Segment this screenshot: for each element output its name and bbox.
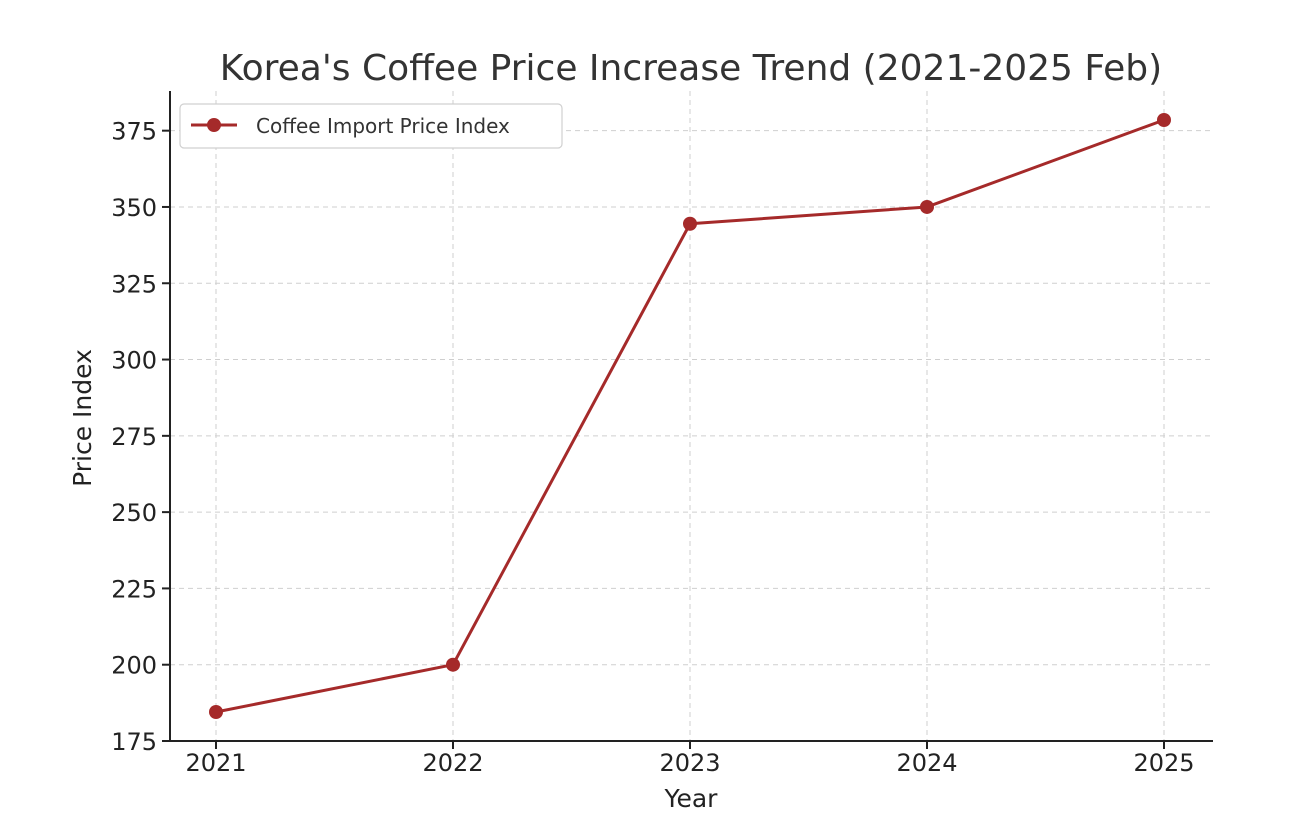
- data-point: [209, 705, 223, 720]
- y-tick-label: 300: [111, 347, 157, 375]
- y-tick-label: 375: [111, 118, 157, 146]
- y-tick-label: 350: [111, 194, 157, 222]
- axis-ticks: 175 200 225 250 275 300 325 350 375 2021 2022 2023 2…: [111, 118, 1194, 777]
- y-tick-label: 175: [111, 728, 157, 756]
- legend-series-label: Coffee Import Price Index: [256, 114, 510, 138]
- grid-lines: [170, 91, 1213, 742]
- y-tick-label: 200: [111, 652, 157, 680]
- x-tick-label: 2025: [1133, 749, 1194, 777]
- y-tick-label: 225: [111, 575, 157, 603]
- y-tick-label: 250: [111, 499, 157, 527]
- x-axis-title: Year: [664, 784, 719, 813]
- legend: Coffee Import Price Index: [179, 103, 563, 149]
- legend-series-marker: [207, 118, 221, 132]
- y-tick-label: 325: [111, 270, 157, 298]
- chart-title: Korea's Coffee Price Increase Trend (202…: [220, 48, 1162, 89]
- x-tick-label: 2024: [896, 749, 957, 777]
- data-point: [920, 199, 934, 214]
- x-tick-label: 2021: [185, 749, 246, 777]
- x-tick-label: 2023: [659, 749, 720, 777]
- series-layer: [209, 112, 1171, 720]
- legend-box: [179, 103, 563, 149]
- x-tick-label: 2022: [422, 749, 483, 777]
- data-point: [1157, 112, 1171, 127]
- data-point: [446, 657, 460, 672]
- axes: [169, 91, 1213, 742]
- y-tick-label: 275: [111, 423, 157, 451]
- data-point: [683, 216, 697, 231]
- y-axis-title: Price Index: [68, 349, 97, 487]
